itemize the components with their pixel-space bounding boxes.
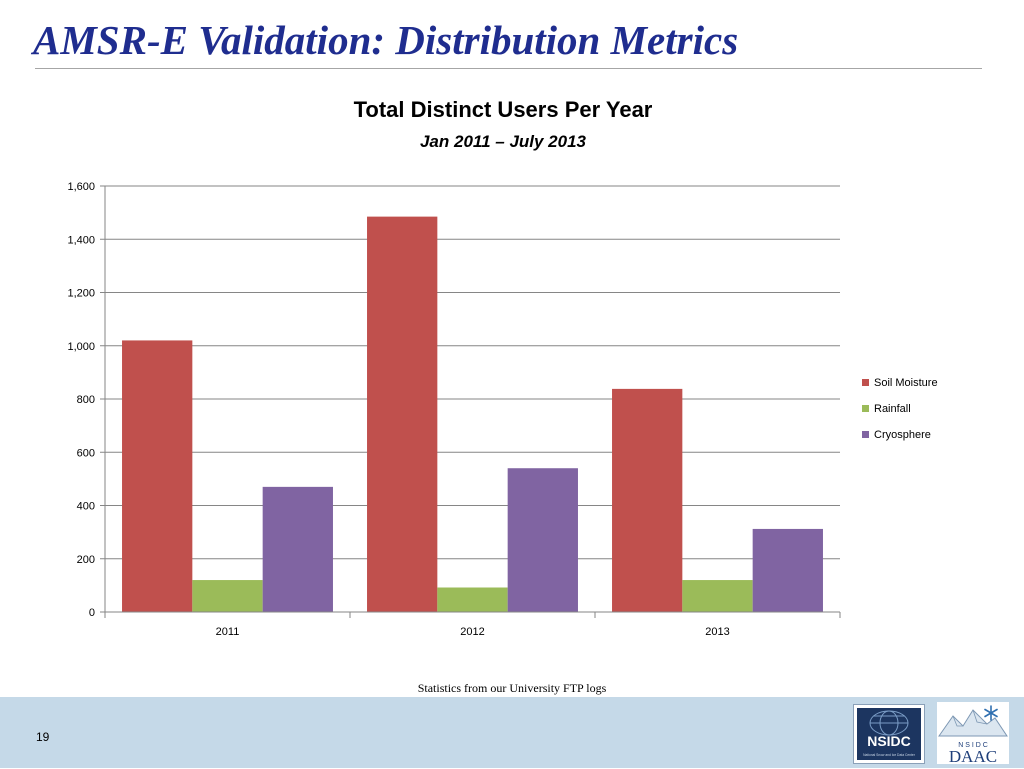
daac-wordmark: DAAC (949, 747, 997, 764)
bar-soil-moisture-2012 (367, 216, 438, 612)
y-tick-label: 0 (89, 607, 95, 619)
chart-subtitle: Jan 2011 – July 2013 (420, 132, 587, 151)
y-tick-label: 1,200 (67, 288, 95, 300)
source-note: Statistics from our University FTP logs (417, 681, 607, 695)
legend-swatch (862, 431, 869, 438)
chart-legend: Soil Moisture Rainfall Cryosphere (862, 377, 938, 441)
y-tick-label: 1,000 (67, 341, 95, 353)
x-tick-label: 2012 (460, 626, 484, 638)
y-tick-label: 800 (77, 394, 95, 406)
chart-gridlines (105, 185, 840, 613)
legend-swatch (862, 379, 869, 386)
nsidc-daac-logo: N S I D C DAAC (937, 702, 1009, 766)
slide-number: 19 (36, 730, 50, 744)
bar-rainfall-2011 (192, 580, 263, 612)
chart-axes: 0 200 400 600 800 1,000 1,200 1,400 1,600 2011 201… (67, 181, 841, 638)
slide-title: AMSR-E Validation: Distribution Metrics (33, 17, 739, 63)
bar-soil-moisture-2013 (612, 388, 683, 612)
legend-label: Rainfall (874, 403, 911, 415)
footer-bar: 19 NSIDC National Snow and Ice Data Cent… (0, 697, 1024, 768)
legend-swatch (862, 405, 869, 412)
daac-top-label: N S I D C (958, 742, 988, 749)
y-tick-label: 600 (77, 447, 95, 459)
title-divider (35, 68, 982, 69)
y-tick-label: 1,400 (67, 234, 95, 246)
y-tick-label: 400 (77, 501, 95, 513)
bar-rainfall-2013 (682, 580, 753, 612)
x-tick-label: 2013 (705, 626, 729, 638)
y-tick-label: 200 (77, 554, 95, 566)
bar-rainfall-2012 (437, 587, 508, 612)
bar-cryosphere-2011 (262, 486, 333, 612)
nsidc-logo: NSIDC National Snow and Ice Data Center (853, 704, 925, 764)
legend-label: Soil Moisture (874, 377, 938, 389)
y-tick-label: 1,600 (67, 181, 95, 193)
nsidc-wordmark: NSIDC (867, 733, 911, 749)
bar-soil-moisture-2011 (122, 340, 193, 612)
chart-bars (122, 216, 823, 612)
bar-cryosphere-2012 (507, 468, 578, 612)
x-tick-label: 2011 (216, 626, 240, 638)
bar-cryosphere-2013 (752, 528, 823, 612)
legend-label: Cryosphere (874, 429, 931, 441)
snowflake-icon (984, 705, 998, 721)
bar-chart: Total Distinct Users Per Year Jan 2011 –… (67, 97, 938, 638)
nsidc-tagline: National Snow and Ice Data Center (863, 753, 916, 757)
chart-title: Total Distinct Users Per Year (354, 97, 653, 122)
